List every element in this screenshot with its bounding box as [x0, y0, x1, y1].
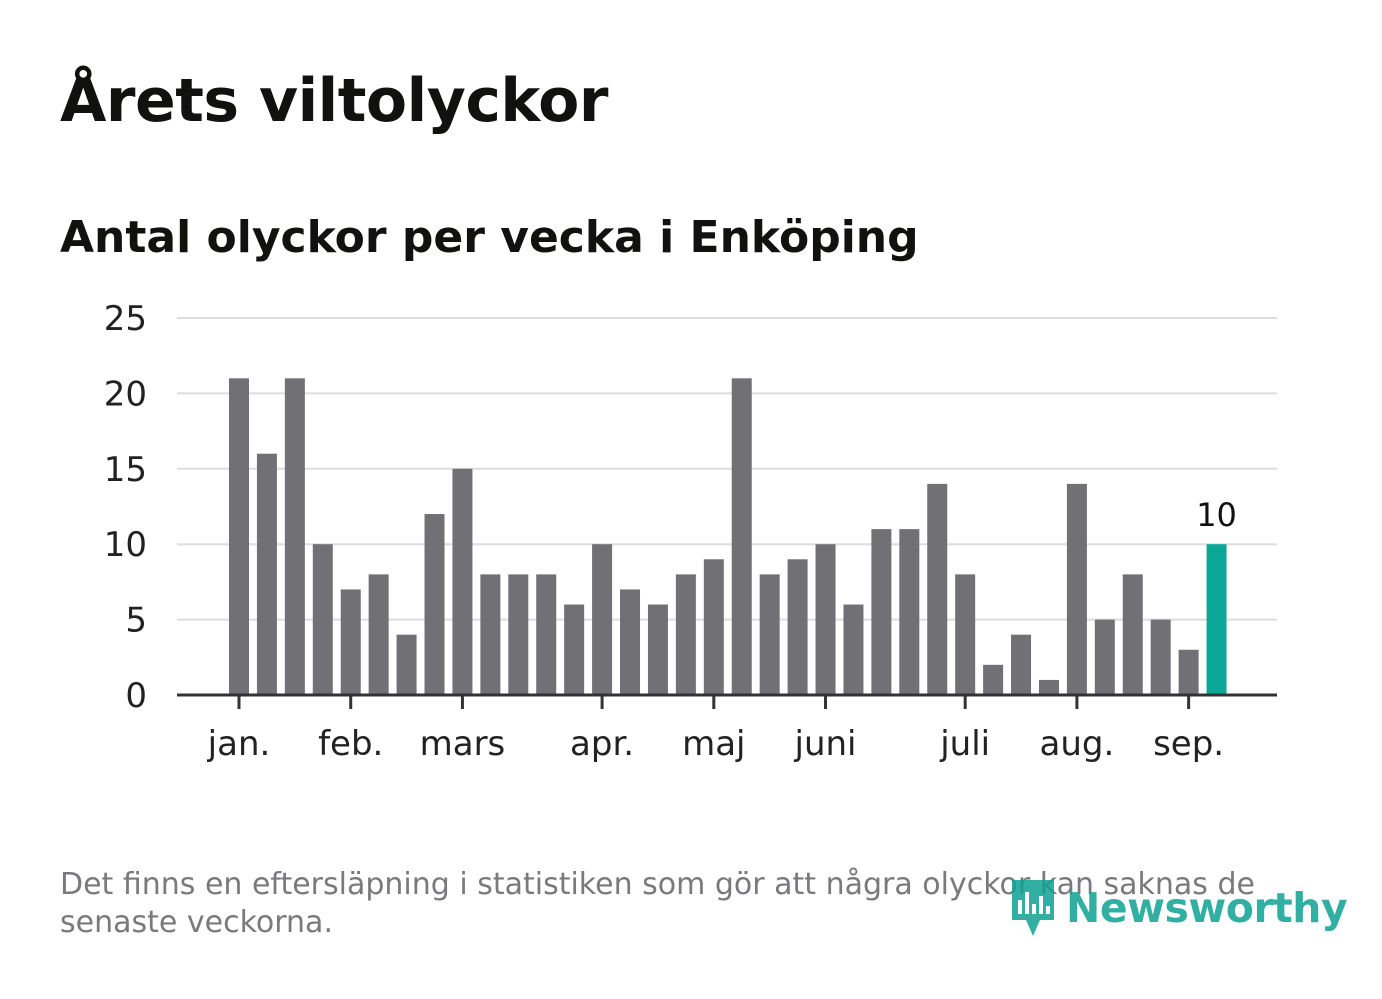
bar — [759, 574, 780, 695]
x-tick-label: jan. — [207, 724, 271, 764]
bar — [1150, 619, 1171, 695]
bar — [1122, 574, 1143, 695]
bar — [480, 574, 501, 695]
x-tick-label: mars — [420, 724, 506, 764]
bar — [508, 574, 529, 695]
axis-labels: 0 5 10 15 20 25 10 jan. feb. mars apr. maj juni juli a… — [104, 299, 1237, 764]
x-tick-label: maj — [682, 724, 745, 764]
bar — [927, 483, 948, 695]
bar — [1038, 679, 1059, 695]
bar — [1011, 634, 1032, 695]
bar — [312, 544, 333, 695]
bar-highlight — [1206, 544, 1227, 695]
bar — [564, 604, 585, 695]
bar — [340, 589, 361, 695]
bar — [703, 559, 724, 695]
bar — [256, 453, 277, 695]
bar — [396, 634, 417, 695]
y-tick-label: 5 — [125, 601, 147, 641]
bar — [843, 604, 864, 695]
bar — [871, 529, 892, 695]
x-tick-label: aug. — [1040, 724, 1115, 764]
x-axis — [177, 693, 1277, 709]
chart-subtitle: Antal olyckor per vecka i Enköping — [60, 212, 919, 263]
y-tick-label: 10 — [104, 525, 147, 565]
bar — [1178, 649, 1199, 695]
bar — [899, 529, 920, 695]
newsworthy-logo-icon — [1012, 880, 1054, 936]
bar — [731, 378, 752, 695]
bar — [787, 559, 808, 695]
x-tick-label: sep. — [1153, 724, 1224, 764]
x-tick-label: juli — [939, 724, 990, 764]
y-tick-label: 15 — [104, 450, 147, 490]
chart-title: Årets viltolyckor — [60, 66, 609, 136]
bar — [647, 604, 668, 695]
x-tick-label: apr. — [570, 724, 634, 764]
x-tick-label: feb. — [318, 724, 383, 764]
bar — [592, 544, 613, 695]
bar — [815, 544, 836, 695]
y-tick-label: 20 — [104, 374, 147, 414]
grid-lines — [177, 317, 1277, 621]
y-tick-label: 0 — [125, 676, 147, 716]
brand-name: Newsworthy — [1066, 884, 1348, 932]
bar — [536, 574, 557, 695]
bar — [284, 378, 305, 695]
bar — [424, 514, 445, 695]
newsworthy-logo[interactable]: Newsworthy — [1008, 876, 1348, 940]
bar — [1066, 483, 1087, 695]
bar — [983, 664, 1004, 695]
bars — [229, 378, 1227, 695]
x-tick-label: juni — [794, 724, 857, 764]
footnote: Det finns en eftersläpning i statistiken… — [60, 867, 1255, 940]
bar — [955, 574, 976, 695]
data-label: 10 — [1196, 496, 1237, 534]
bar — [1094, 619, 1115, 695]
y-tick-label: 25 — [104, 299, 147, 339]
bar — [229, 378, 249, 695]
bar — [368, 574, 389, 695]
bar — [452, 468, 473, 695]
bar — [675, 574, 696, 695]
bar — [620, 589, 641, 695]
